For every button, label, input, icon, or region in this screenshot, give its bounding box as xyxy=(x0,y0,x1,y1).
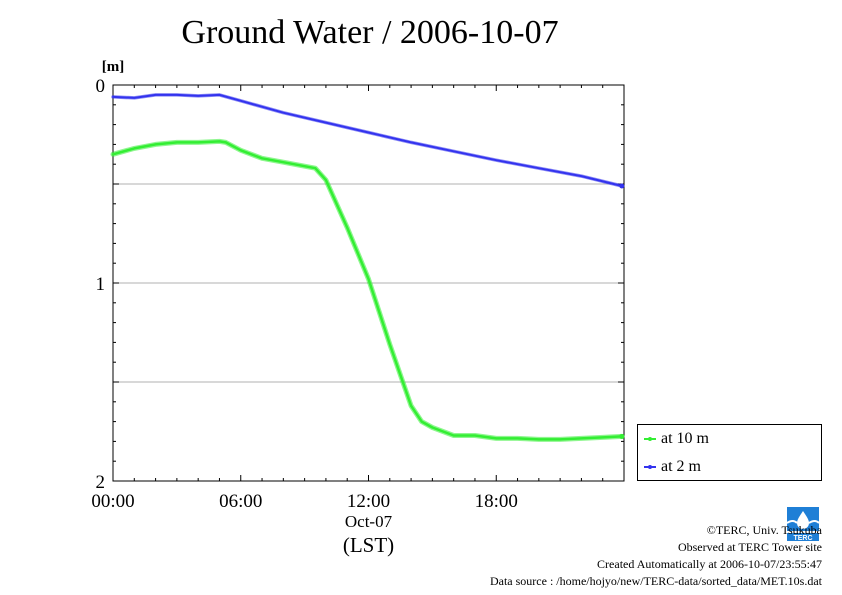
y-tick-label: 1 xyxy=(96,274,106,295)
copyright-text: ©TERC, Univ. Tsukuba xyxy=(706,523,822,537)
y-tick-label: 2 xyxy=(96,472,106,493)
legend-item-10m: at 10 m xyxy=(644,429,709,449)
observed-text: Observed at TERC Tower site xyxy=(677,540,822,554)
y-tick-label: 0 xyxy=(96,76,106,97)
series-0 xyxy=(110,138,625,442)
legend-swatch-10m xyxy=(644,437,656,441)
logo-text: TERC xyxy=(793,535,812,542)
x-tick-label: 00:00 xyxy=(91,491,134,512)
x-date-label: Oct-07 xyxy=(345,512,393,531)
legend-item-2m: at 2 m xyxy=(644,457,701,477)
legend-swatch-2m xyxy=(644,465,656,469)
series-1 xyxy=(111,93,625,189)
x-tick-label: 06:00 xyxy=(219,491,262,512)
legend-label-2m: at 2 m xyxy=(661,458,701,475)
legend-label-10m: at 10 m xyxy=(661,430,709,447)
series-end-point xyxy=(619,433,625,439)
source-text: Data source : /home/hojyo/new/TERC-data/… xyxy=(489,574,822,588)
created-text: Created Automatically at 2006-10-07/23:5… xyxy=(597,557,822,571)
legend: at 10 m at 2 m xyxy=(637,424,822,481)
series-end-point xyxy=(619,183,625,189)
credits-block: ©TERC, Univ. Tsukuba Observed at TERC To… xyxy=(490,522,822,590)
series-line xyxy=(111,140,624,441)
terc-logo-icon: TERC xyxy=(783,503,823,543)
chart-title: Ground Water / 2006-10-07 xyxy=(181,14,559,51)
x-tick-label: 18:00 xyxy=(475,491,518,512)
y-axis-label: [m] xyxy=(102,59,125,75)
x-tick-label: 12:00 xyxy=(347,491,390,512)
x-axis-label: (LST) xyxy=(343,533,394,557)
series-line xyxy=(112,93,623,187)
